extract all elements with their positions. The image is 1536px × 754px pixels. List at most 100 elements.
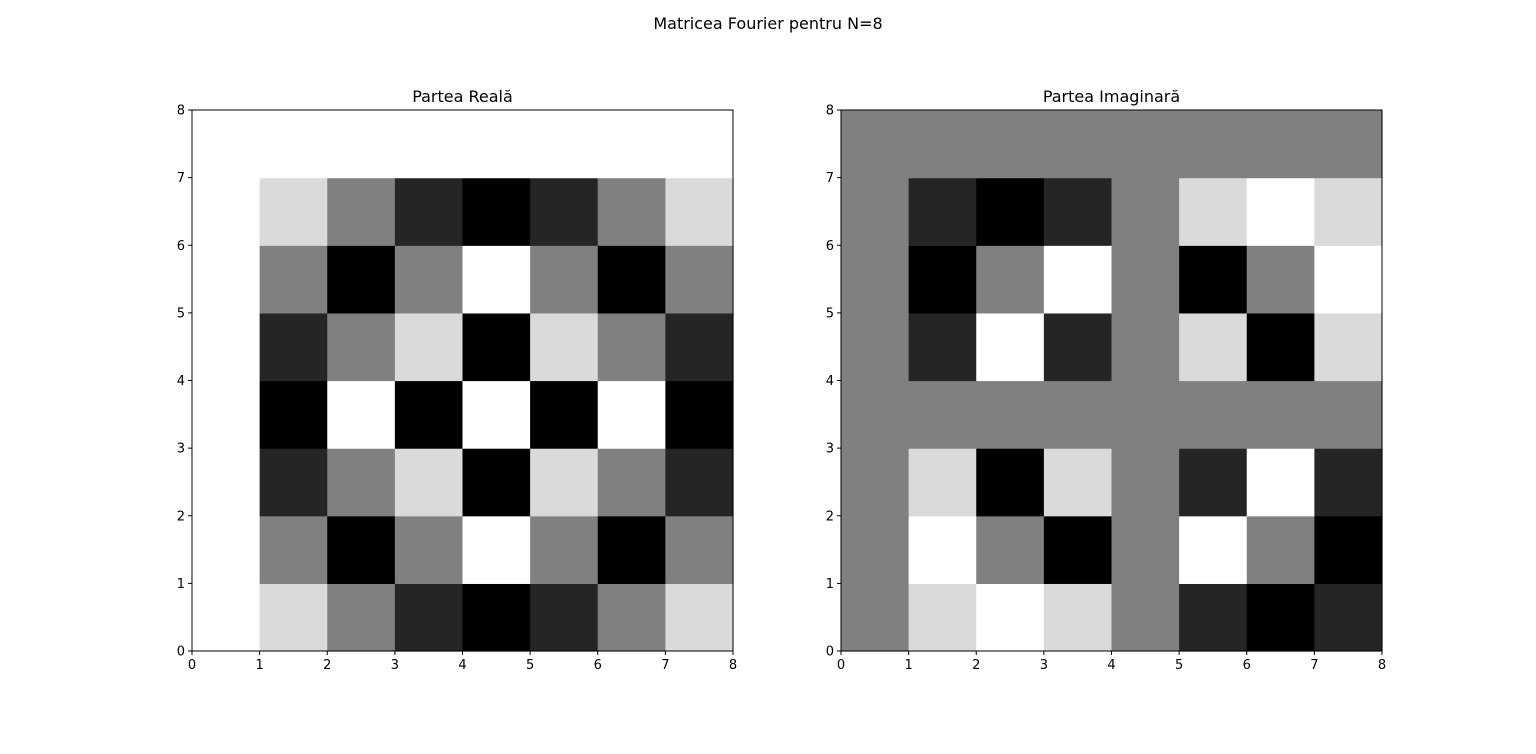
heatmap-cell [192, 312, 261, 382]
heatmap-cell [597, 245, 666, 314]
heatmap-cell [192, 380, 261, 449]
heatmap-cell [462, 583, 531, 652]
heatmap-cell [327, 312, 396, 382]
heatmap-cell [1179, 448, 1248, 517]
heatmap-cell [1179, 312, 1248, 382]
heatmap-cell [1043, 583, 1113, 652]
heatmap-cell [976, 515, 1045, 584]
heatmap-cell [1111, 177, 1180, 246]
heatmap-cell [1314, 448, 1383, 517]
heatmap-cell [192, 177, 261, 246]
y-tick-label: 6 [177, 239, 185, 254]
heatmap-cell [462, 110, 531, 179]
heatmap-cell [327, 177, 396, 246]
heatmap-cell [597, 448, 666, 517]
heatmap-cell [327, 515, 396, 584]
heatmap-cell [1179, 245, 1248, 314]
heatmap-cell [597, 380, 666, 449]
heatmap-cell [841, 380, 910, 449]
heatmap-cell [1246, 380, 1315, 449]
x-tick-label: 2 [323, 658, 331, 673]
heatmap-cell [665, 515, 734, 584]
heatmap-cell [327, 245, 396, 314]
heatmap-cell [1111, 448, 1180, 517]
heatmap-cell [327, 110, 396, 179]
y-tick-label: 1 [177, 577, 185, 592]
heatmap-cell [192, 515, 261, 584]
heatmap-cell [665, 245, 734, 314]
heatmap-cell [597, 583, 666, 652]
heatmap-cell [841, 448, 910, 517]
heatmap-cell [976, 380, 1045, 449]
heatmap-cell [908, 245, 977, 314]
y-tick-label: 2 [177, 509, 185, 524]
heatmap-cell [1043, 110, 1113, 179]
heatmap-cell [1043, 312, 1113, 382]
y-tick-label: 0 [826, 645, 834, 660]
heatmap-cell [1111, 380, 1180, 449]
heatmap-cell [394, 448, 464, 517]
heatmap-cell [462, 177, 531, 246]
heatmap-cell [976, 448, 1045, 517]
x-tick-label: 8 [729, 658, 737, 673]
heatmap-cell [1111, 110, 1180, 179]
heatmap-cell [192, 448, 261, 517]
heatmap-cell [1111, 515, 1180, 584]
heatmap-cell [1314, 312, 1383, 382]
heatmap-panel-real: 0 1 2 3 4 5 6 7 8 0 1 2 3 4 5 6 7 8 Partea Reală [177, 87, 737, 673]
heatmap-cell [394, 515, 464, 584]
x-tick-label: 5 [1175, 658, 1183, 673]
heatmap-cell [1043, 380, 1113, 449]
heatmap-cell [908, 380, 977, 449]
heatmap-cell [530, 515, 599, 584]
heatmap-cell [530, 110, 599, 179]
heatmap-cell [192, 583, 261, 652]
heatmap-cell [394, 177, 464, 246]
heatmap-cell [327, 380, 396, 449]
heatmap-cell [259, 583, 328, 652]
heatmap-cell [259, 515, 328, 584]
heatmap-cell [530, 448, 599, 517]
heatmap-cell [597, 177, 666, 246]
panel-title: Partea Imaginară [1043, 87, 1180, 106]
heatmap-cell [1246, 448, 1315, 517]
heatmap-cell [1111, 312, 1180, 382]
y-tick-label: 3 [177, 442, 185, 457]
figure-title: Matricea Fourier pentru N=8 [653, 14, 882, 33]
heatmap-cell [530, 245, 599, 314]
heatmap-cell [462, 515, 531, 584]
heatmap-cell [394, 110, 464, 179]
heatmap-cell [259, 448, 328, 517]
heatmap-cell [1179, 515, 1248, 584]
heatmap-cell [976, 110, 1045, 179]
heatmap-cell [1314, 380, 1383, 449]
heatmap-cell [1246, 110, 1315, 179]
heatmap-cell [259, 177, 328, 246]
heatmap-cell [1043, 245, 1113, 314]
y-tick-label: 7 [177, 171, 185, 186]
heatmap-cell [841, 110, 910, 179]
heatmap-cell [327, 448, 396, 517]
heatmap-cell [192, 110, 261, 179]
heatmap-cell [908, 515, 977, 584]
heatmap-cell [530, 177, 599, 246]
y-tick-label: 5 [177, 306, 185, 321]
heatmap-cell [192, 245, 261, 314]
heatmap-cell [462, 448, 531, 517]
heatmap-cell [665, 110, 734, 179]
y-tick-label: 5 [826, 306, 834, 321]
heatmap-cell [1111, 245, 1180, 314]
heatmap-cell [259, 110, 328, 179]
y-tick-label: 2 [826, 509, 834, 524]
heatmap-cell [841, 312, 910, 382]
heatmap-cell [665, 177, 734, 246]
heatmap-cell [1314, 245, 1383, 314]
heatmap-cell [665, 312, 734, 382]
heatmap-cell [530, 312, 599, 382]
heatmap-cell [1043, 448, 1113, 517]
heatmap-cell [259, 312, 328, 382]
heatmap-cell [841, 515, 910, 584]
heatmap-cell [394, 312, 464, 382]
y-tick-label: 6 [826, 239, 834, 254]
